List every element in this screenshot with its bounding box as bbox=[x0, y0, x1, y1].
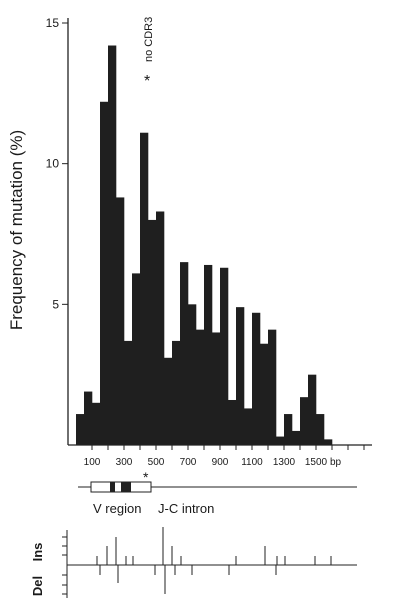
x-tick-label: 100 bbox=[84, 457, 101, 468]
histogram-bar bbox=[300, 397, 309, 445]
y-tick-label: 10 bbox=[46, 157, 60, 171]
histogram-bar bbox=[204, 264, 213, 445]
histogram-bar bbox=[164, 357, 173, 445]
x-tick-label: 1500 bbox=[305, 457, 328, 468]
annotation-label: no CDR3 bbox=[143, 17, 155, 62]
histogram-bars bbox=[76, 45, 333, 446]
histogram-bar bbox=[268, 329, 277, 445]
histogram-bar bbox=[156, 211, 165, 445]
histogram-bar bbox=[188, 304, 197, 445]
y-tick-label: 15 bbox=[46, 16, 60, 30]
histogram-bar bbox=[84, 391, 93, 445]
gene-segment-2 bbox=[121, 482, 131, 492]
jc-intron-label: J-C intron bbox=[158, 501, 214, 516]
histogram-bar bbox=[324, 439, 333, 445]
histogram-bar bbox=[316, 414, 325, 445]
annotation-marker: * bbox=[144, 73, 150, 90]
y-tick-label: 5 bbox=[52, 297, 59, 311]
histogram-bar bbox=[116, 197, 125, 445]
histogram-bar bbox=[220, 267, 229, 445]
x-tick-label: 1300 bbox=[273, 457, 296, 468]
histogram-bar bbox=[76, 414, 85, 445]
histogram-bar bbox=[124, 340, 133, 445]
histogram-bar bbox=[148, 219, 157, 445]
histogram-bar bbox=[132, 273, 141, 445]
histogram-bar bbox=[308, 374, 317, 445]
gene-map-marker: * bbox=[143, 469, 149, 485]
y-axis-label: Frequency of mutation (%) bbox=[7, 130, 26, 330]
histogram-bar bbox=[284, 414, 293, 445]
histogram-bar bbox=[252, 312, 261, 445]
histogram-bar bbox=[108, 45, 117, 445]
x-axis-ticks: 100 300 500 700 900 1100 1300 1500 bp bbox=[84, 445, 365, 468]
histogram-bar bbox=[212, 332, 221, 445]
indel-plot: Ins Del bbox=[30, 527, 357, 598]
x-tick-label: 500 bbox=[148, 457, 165, 468]
x-tick-label: 900 bbox=[212, 457, 229, 468]
x-tick-label: 1100 bbox=[241, 457, 263, 468]
histogram-bar bbox=[292, 430, 301, 445]
histogram-bar bbox=[244, 408, 253, 445]
histogram-bar bbox=[100, 101, 109, 446]
x-axis-unit: bp bbox=[330, 457, 342, 468]
histogram-bar bbox=[276, 436, 285, 445]
histogram-bar bbox=[260, 343, 269, 445]
histogram-bar bbox=[140, 132, 149, 445]
v-region-label: V region bbox=[93, 501, 141, 516]
histogram-bar bbox=[236, 307, 245, 445]
histogram-bar bbox=[196, 329, 205, 445]
histogram-bar bbox=[172, 340, 181, 445]
histogram-bar bbox=[228, 399, 237, 445]
del-label: Del bbox=[30, 576, 45, 596]
gene-map: * V region J-C intron bbox=[78, 469, 357, 516]
ins-label: Ins bbox=[30, 543, 45, 562]
x-tick-label: 700 bbox=[180, 457, 197, 468]
y-axis-ticks: 5 10 15 bbox=[46, 16, 68, 311]
histogram-bar bbox=[180, 262, 189, 445]
x-tick-label: 300 bbox=[116, 457, 133, 468]
gene-segment-1 bbox=[110, 482, 115, 492]
histogram-bar bbox=[92, 402, 101, 445]
